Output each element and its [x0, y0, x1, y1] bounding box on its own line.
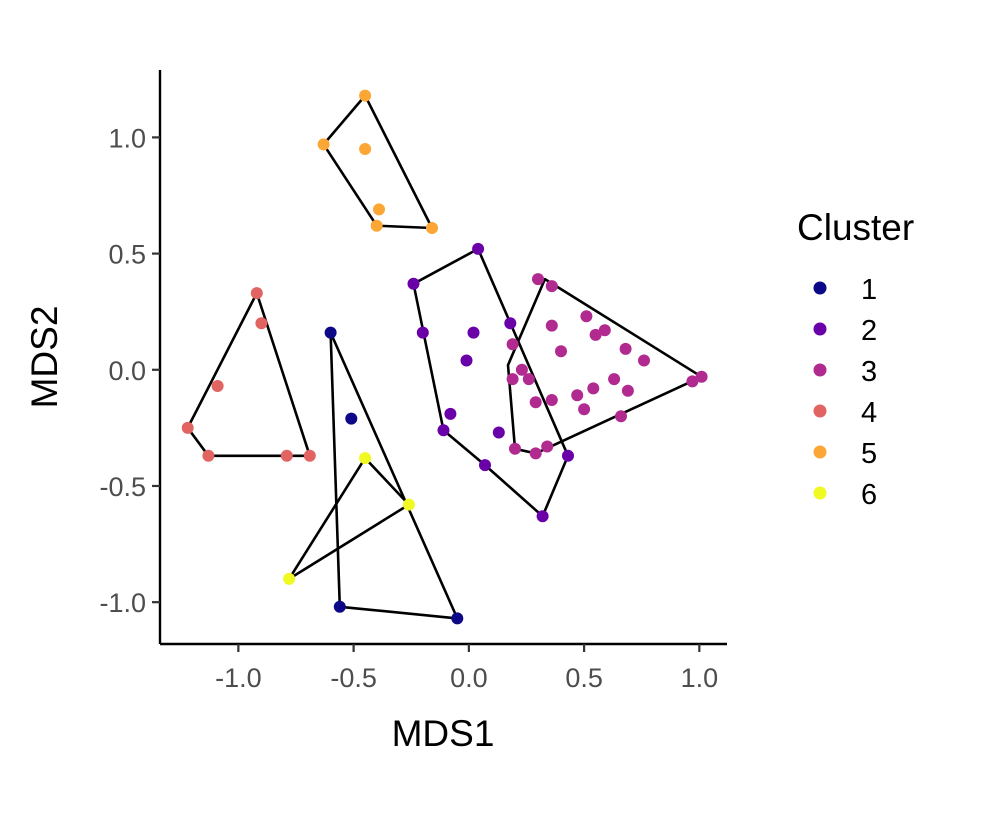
legend-key-1	[813, 281, 827, 295]
cluster-3-point	[578, 403, 591, 416]
cluster-3-point	[589, 328, 602, 341]
cluster-4-point	[303, 449, 316, 462]
hull-layer	[186, 94, 703, 620]
cluster-4-point	[202, 449, 215, 462]
cluster-3-point	[506, 373, 519, 386]
cluster-3-point	[545, 319, 558, 332]
cluster-3-point	[587, 382, 600, 395]
cluster-3-point	[509, 442, 521, 455]
cluster-4-point	[181, 421, 194, 434]
cluster-3-point	[571, 389, 584, 402]
legend-key-6	[813, 486, 827, 500]
x-tick-label: 0.5	[565, 663, 603, 693]
y-tick-label: -0.5	[99, 472, 146, 502]
x-tick-label: 1.0	[681, 663, 719, 693]
cluster-6-point	[402, 498, 415, 511]
cluster-5-point	[426, 222, 438, 234]
cluster-5-point	[373, 203, 385, 216]
x-axis-ticks: -1.0 -0.5 0.0 0.5 1.0	[215, 644, 718, 693]
cluster-2-point	[467, 326, 480, 339]
cluster-5-point	[317, 138, 330, 151]
x-tick-label: -0.5	[330, 663, 377, 693]
legend-label-1: 1	[861, 274, 877, 306]
legend-key-2	[813, 322, 827, 336]
y-tick-label: 0.5	[108, 240, 146, 270]
cluster-2-point	[416, 326, 429, 339]
x-tick-label: -1.0	[215, 663, 262, 693]
cluster-2-point	[492, 426, 505, 439]
cluster-3-point	[621, 384, 634, 397]
cluster-1-point	[451, 612, 464, 625]
cluster-3-point	[555, 345, 567, 358]
cluster-2-point	[536, 510, 549, 523]
cluster-4-point	[211, 380, 224, 392]
cluster-6-hull	[287, 456, 411, 581]
cluster-3-point	[532, 273, 544, 286]
cluster-6-point	[359, 452, 372, 465]
cluster-5-point	[370, 219, 383, 232]
cluster-3-point	[598, 324, 611, 337]
cluster-2-point	[479, 459, 491, 472]
legend-label-5: 5	[861, 438, 877, 470]
cluster-2-point	[437, 424, 450, 437]
y-axis-title: MDS2	[24, 306, 65, 409]
cluster-5-point	[359, 143, 372, 155]
cluster-3-point	[695, 370, 708, 383]
legend-label-6: 6	[861, 479, 877, 511]
cluster-4-point	[250, 287, 263, 300]
cluster-4-hull	[186, 291, 312, 458]
point-layer	[181, 89, 708, 625]
x-axis-title: MDS1	[392, 713, 495, 754]
cluster-3-point	[545, 280, 558, 293]
y-tick-label: -1.0	[99, 588, 146, 618]
x-tick-label: 0.0	[450, 663, 488, 693]
cluster-3-hull	[506, 277, 703, 455]
cluster-3-point	[506, 338, 519, 351]
cluster-3-point	[545, 394, 558, 406]
y-tick-label: 1.0	[108, 123, 146, 153]
cluster-4-point	[280, 449, 293, 462]
cluster-1-hull	[329, 331, 459, 620]
cluster-6-point	[283, 572, 296, 585]
cluster-2-point	[460, 354, 473, 367]
y-axis-ticks: -1.0 -0.5 0.0 0.5 1.0	[99, 123, 160, 618]
cluster-2-point	[444, 407, 457, 420]
cluster-3-point	[638, 354, 650, 367]
cluster-2-point	[407, 277, 420, 290]
legend: Cluster 1 2 3 4 5 6	[797, 207, 914, 511]
cluster-2-point	[562, 449, 574, 462]
cluster-3-point	[686, 375, 699, 388]
cluster-1-point	[324, 326, 337, 339]
legend-items: 1 2 3 4 5 6	[813, 274, 877, 511]
cluster-5-point	[359, 89, 372, 102]
cluster-2-hull	[412, 247, 570, 518]
cluster-3-point	[529, 447, 542, 460]
legend-label-4: 4	[861, 397, 877, 429]
y-tick-label: 0.0	[108, 356, 146, 386]
legend-title: Cluster	[797, 207, 914, 248]
cluster-1-point	[333, 600, 346, 613]
legend-key-5	[813, 445, 827, 459]
cluster-3-point	[529, 396, 542, 409]
cluster-3-point	[541, 440, 554, 453]
cluster-3-point	[619, 342, 632, 355]
cluster-3-point	[580, 310, 593, 323]
legend-label-3: 3	[861, 356, 877, 388]
legend-key-3	[813, 363, 827, 377]
cluster-3-point	[515, 363, 528, 376]
legend-label-2: 2	[861, 315, 877, 347]
cluster-3-point	[608, 373, 621, 386]
cluster-1-point	[345, 412, 358, 425]
cluster-3-point	[615, 410, 627, 423]
cluster-3-point	[522, 373, 535, 386]
cluster-2-point	[472, 242, 485, 255]
cluster-4-point	[255, 317, 268, 330]
plot-area	[181, 89, 708, 625]
legend-key-4	[813, 404, 827, 418]
cluster-2-point	[504, 317, 517, 330]
